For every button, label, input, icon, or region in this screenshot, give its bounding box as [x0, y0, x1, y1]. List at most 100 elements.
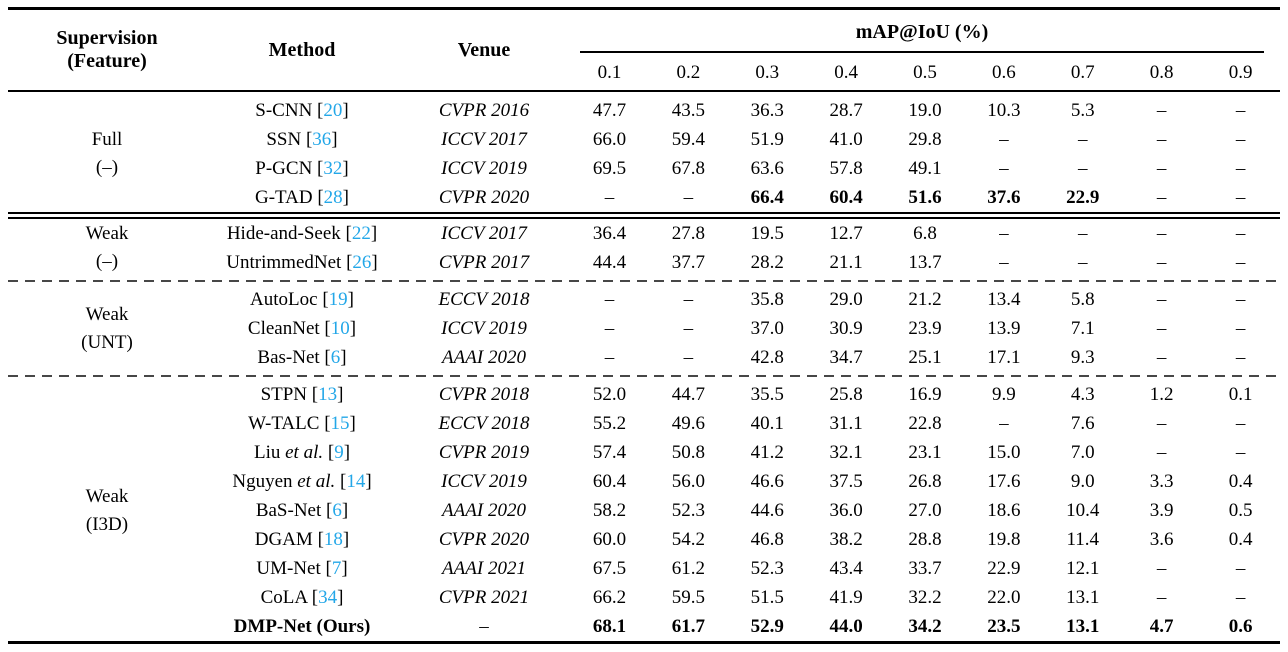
method-name: DMP-Net (Ours) — [233, 616, 371, 637]
map-value: 41.0 — [829, 129, 863, 150]
venue-cell: ICCV 2017 — [441, 223, 527, 244]
method-cell: DGAM [18] — [206, 525, 398, 554]
map-value: – — [683, 347, 694, 368]
header-map-iou-label: mAP@IoU (%) — [580, 13, 1265, 53]
venue-cell: CVPR 2020 — [438, 187, 530, 208]
citation-link[interactable]: 15 — [330, 413, 350, 434]
citation-link[interactable]: 6 — [330, 347, 341, 368]
table-row: Full (–) S-CNN [20] CVPR 2016 47.7 43.5 36.3 28… — [8, 91, 1280, 178]
method-name: S-CNN — [255, 100, 313, 121]
map-value: 44.6 — [750, 500, 784, 521]
map-value: 19.0 — [908, 100, 942, 121]
map-value: 29.8 — [908, 129, 942, 150]
supervision-cell: Weak (–) — [8, 218, 206, 277]
citation-bracket-open: [ — [326, 500, 333, 521]
map-value: 10.4 — [1066, 500, 1100, 521]
map-value: 23.1 — [908, 442, 942, 463]
citation-link[interactable]: 13 — [318, 384, 338, 405]
map-value: – — [1235, 587, 1246, 608]
table-row: G-TAD [28] CVPR 2020 – – 66.4 60.4 51.6 37.6 22.… — [8, 183, 1280, 213]
method-name: CoLA — [260, 587, 308, 608]
citation-bracket-open: [ — [317, 100, 324, 121]
table-row: P-GCN [32] ICCV 2019 69.5 67.8 63.6 57.8 49.1 –… — [8, 154, 1280, 183]
map-value: 21.1 — [829, 252, 863, 273]
supervision-type: Weak — [85, 303, 129, 325]
map-value: – — [1235, 252, 1246, 273]
citation-link[interactable]: 14 — [346, 471, 366, 492]
citation-link[interactable]: 34 — [318, 587, 338, 608]
map-value: 22.9 — [1066, 187, 1100, 208]
map-value: – — [1156, 289, 1167, 310]
map-value: 22.0 — [987, 587, 1021, 608]
map-value: – — [1235, 442, 1246, 463]
citation-link[interactable]: 32 — [323, 158, 343, 179]
map-value: – — [1156, 558, 1167, 579]
map-value: – — [1078, 223, 1088, 244]
map-value: 46.6 — [750, 471, 784, 492]
map-value: 59.4 — [671, 129, 705, 150]
map-value: 27.8 — [671, 223, 705, 244]
venue-cell: CVPR 2020 — [438, 529, 530, 550]
map-value: 4.3 — [1070, 384, 1095, 405]
venue-cell: CVPR 2017 — [438, 252, 530, 273]
venue-cell: ICCV 2019 — [441, 158, 527, 179]
citation-bracket-open: [ — [305, 129, 313, 150]
citation-link[interactable]: 19 — [328, 289, 348, 310]
map-value: 4.7 — [1149, 616, 1174, 637]
map-value: 6.8 — [913, 223, 937, 244]
venue-cell: CVPR 2018 — [438, 384, 530, 405]
map-value: 43.4 — [829, 558, 863, 579]
method-cell: Bas-Net [6] — [206, 343, 398, 372]
method-cell: DMP-Net (Ours) — [206, 612, 398, 643]
method-name: STPN — [260, 384, 308, 405]
map-value: 34.7 — [829, 347, 863, 368]
map-value: – — [999, 129, 1009, 150]
map-value: 51.5 — [750, 587, 784, 608]
map-value: 37.0 — [750, 318, 784, 339]
map-value: 22.9 — [987, 558, 1021, 579]
method-cell: Liu et al. [9] — [206, 438, 398, 467]
map-value: 13.1 — [1066, 616, 1100, 637]
map-value: – — [1235, 187, 1246, 208]
citation-bracket-close: ] — [340, 347, 347, 368]
map-value: 23.5 — [987, 616, 1021, 637]
map-value: 7.0 — [1070, 442, 1095, 463]
method-name: Liu — [253, 442, 281, 463]
method-cell: Nguyen et al. [14] — [206, 467, 398, 496]
map-value: 58.2 — [592, 500, 627, 521]
venue-cell: AAAI 2020 — [442, 347, 526, 368]
citation-link[interactable]: 22 — [351, 223, 371, 244]
citation-bracket-open: [ — [324, 318, 331, 339]
citation-link[interactable]: 10 — [330, 318, 350, 339]
map-value: 43.5 — [671, 100, 705, 121]
method-name: UntrimmedNet — [226, 252, 342, 273]
map-value: 60.0 — [592, 529, 627, 550]
map-value: 52.3 — [671, 500, 705, 521]
citation-link[interactable]: 6 — [332, 500, 342, 521]
map-value: 33.7 — [908, 558, 942, 579]
map-value: 57.4 — [592, 442, 627, 463]
map-value: 18.6 — [987, 500, 1021, 521]
map-value: – — [1156, 318, 1167, 339]
map-value: – — [1156, 347, 1167, 368]
map-value: 51.6 — [908, 187, 942, 208]
map-value: 22.8 — [908, 413, 942, 434]
citation-link[interactable]: 7 — [331, 558, 342, 579]
map-value: 41.9 — [829, 587, 863, 608]
method-name: Hide-and-Seek — [226, 223, 341, 244]
method-name: W-TALC — [248, 413, 320, 434]
map-value: 47.7 — [592, 100, 627, 121]
map-value: 50.8 — [671, 442, 705, 463]
citation-link[interactable]: 26 — [352, 252, 372, 273]
citation-link[interactable]: 28 — [323, 187, 343, 208]
citation-link[interactable]: 20 — [323, 100, 343, 121]
table-row: Weak (I3D) STPN [13] CVPR 2018 52.0 44.7 35.5 2… — [8, 380, 1280, 535]
map-value: – — [1078, 129, 1088, 150]
method-cell: CleanNet [10] — [206, 314, 398, 343]
citation-link[interactable]: 9 — [334, 442, 344, 463]
citation-link[interactable]: 36 — [312, 129, 332, 150]
separator-dashed-rule — [8, 372, 1281, 380]
method-cell: CoLA [34] — [206, 583, 398, 612]
map-value: 21.2 — [908, 289, 942, 310]
citation-link[interactable]: 18 — [323, 529, 343, 550]
